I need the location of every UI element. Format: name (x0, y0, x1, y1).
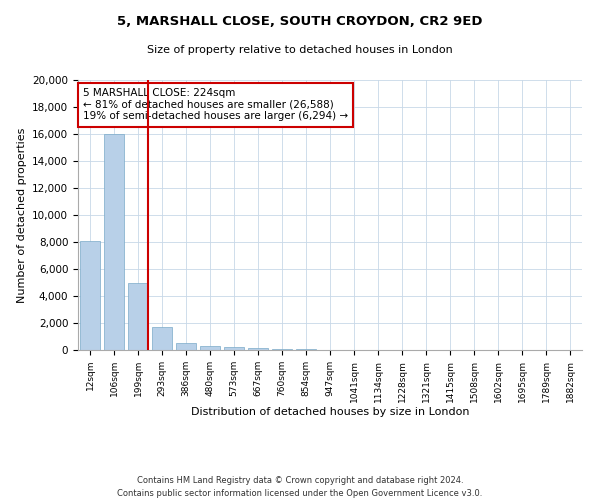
Bar (200, 346, 220, 350)
Bar (128, 282, 148, 350)
Text: Contains public sector information licensed under the Open Government Licence v3: Contains public sector information licen… (118, 488, 482, 498)
Bar (224, 348, 244, 350)
Bar (272, 348, 292, 350)
Text: Size of property relative to detached houses in London: Size of property relative to detached ho… (147, 45, 453, 55)
X-axis label: Distribution of detached houses by size in London: Distribution of detached houses by size … (191, 408, 469, 418)
Bar (104, 134, 124, 350)
Text: Contains HM Land Registry data © Crown copyright and database right 2024.: Contains HM Land Registry data © Crown c… (137, 476, 463, 485)
Y-axis label: Number of detached properties: Number of detached properties (17, 128, 26, 302)
Bar (176, 344, 196, 350)
Bar (248, 348, 268, 350)
Bar (80, 242, 100, 350)
Text: 5 MARSHALL CLOSE: 224sqm
← 81% of detached houses are smaller (26,588)
19% of se: 5 MARSHALL CLOSE: 224sqm ← 81% of detach… (83, 88, 348, 122)
Text: 5, MARSHALL CLOSE, SOUTH CROYDON, CR2 9ED: 5, MARSHALL CLOSE, SOUTH CROYDON, CR2 9E… (117, 15, 483, 28)
Bar (152, 327, 172, 350)
